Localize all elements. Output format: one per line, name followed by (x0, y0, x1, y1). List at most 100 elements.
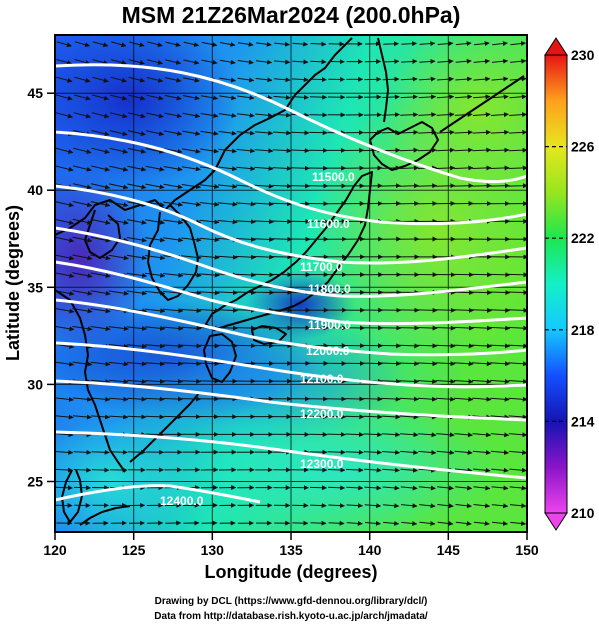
wind-vector-arrow (147, 41, 163, 48)
wind-vector-arrow (363, 396, 383, 402)
wind-vector-arrow (146, 77, 164, 83)
wind-vector-arrow (109, 396, 129, 402)
wind-vector-arrow (255, 112, 273, 118)
wind-vector-arrow (327, 449, 346, 455)
wind-vector-arrow (399, 147, 419, 153)
wind-vector-arrow (454, 396, 474, 402)
wind-vector-arrow (110, 76, 127, 83)
wind-vector-arrow (236, 112, 255, 118)
wind-vector-arrow (328, 485, 346, 491)
wind-vector-arrow (489, 343, 511, 349)
wind-vector-arrow (455, 485, 473, 491)
contour-label-11500: 11500.0 (312, 170, 355, 184)
wind-vector-arrow (126, 254, 147, 261)
wind-vector-arrow (217, 183, 238, 189)
wind-vector-arrow (182, 148, 201, 154)
wind-vector-arrow (218, 130, 237, 136)
wind-vector-arrow (454, 450, 473, 455)
wind-vector-arrow (235, 272, 257, 278)
wind-vector-arrow (491, 467, 509, 473)
wind-vector-arrow (181, 343, 202, 349)
wind-vector-arrow (509, 76, 527, 82)
wind-vector-arrow (235, 219, 256, 225)
coastline-hokkaido (369, 121, 439, 171)
wind-vector-arrow (181, 378, 202, 384)
wind-vector-arrow (418, 467, 437, 473)
wind-vector-arrow (55, 361, 75, 367)
wind-vector-arrow (510, 520, 527, 526)
wind-vector-arrow (472, 396, 492, 402)
wind-vector-arrow (217, 201, 238, 207)
wind-vector-arrow (435, 165, 456, 171)
wind-vector-arrow (473, 58, 490, 64)
wind-vector-arrow (219, 59, 236, 65)
wind-vector-arrow (292, 59, 309, 65)
wind-vector-arrow (200, 148, 219, 154)
wind-vector-arrow (382, 467, 400, 473)
wind-vector-arrow (417, 147, 437, 153)
wind-vector-arrow (490, 129, 510, 135)
wind-vector-arrow (253, 254, 275, 260)
wind-vector-arrow (254, 201, 274, 207)
wind-vector-arrow (273, 112, 292, 118)
wind-vector-arrow (146, 94, 164, 101)
wind-vector-arrow (508, 432, 527, 438)
wind-vector-arrow (401, 58, 418, 64)
y-tick-label-40: 40 (27, 182, 43, 198)
wind-vector-arrow (508, 379, 527, 384)
wind-vector-arrow (110, 94, 128, 101)
wind-vector-arrow (199, 219, 220, 225)
wind-vector-arrow (455, 41, 472, 47)
wind-vector-arrow (508, 183, 527, 189)
wind-vector-arrow (127, 130, 146, 137)
wind-vector-arrow (490, 165, 510, 171)
x-tick-label-150: 150 (515, 542, 539, 558)
wind-vector-arrow (126, 237, 147, 243)
wind-vector-arrow (235, 254, 257, 260)
wind-vector-arrow (490, 147, 510, 153)
cold-core-north (55, 35, 240, 190)
wind-vector-arrow (345, 432, 364, 438)
wind-vector-arrow (272, 148, 292, 154)
wind-vector-arrow (363, 449, 382, 455)
wind-vector-arrow (108, 219, 129, 225)
x-tick-label-140: 140 (358, 542, 382, 558)
contour-label-11800: 11800.0 (308, 282, 351, 296)
wind-vector-arrow (72, 414, 92, 420)
wind-vector-arrow (400, 112, 419, 118)
wind-vector-arrow (145, 378, 165, 384)
wind-vector-arrow (509, 450, 527, 456)
wind-vector-arrow (145, 414, 165, 420)
wind-vector-arrow (453, 379, 474, 384)
coastline-sakhalin (377, 37, 389, 123)
wind-vector-arrow (74, 59, 91, 65)
wind-vector-arrow (290, 148, 310, 154)
wind-vector-arrow (310, 77, 327, 83)
wind-vector-arrow (399, 165, 419, 171)
wind-vector-arrow (381, 183, 401, 189)
wind-vector-arrow (473, 467, 491, 473)
wind-vector-arrow (145, 431, 165, 437)
wind-vector-arrow (55, 165, 74, 172)
y-axis-label: Latitude (degrees) (3, 205, 23, 361)
wind-vector-arrow (182, 130, 201, 136)
wind-vector-arrow (291, 94, 309, 100)
wind-vector-arrow (473, 94, 491, 100)
wind-vector-arrow (72, 272, 93, 279)
wind-vector-arrow (55, 147, 74, 154)
wind-vector-arrow (164, 94, 182, 101)
wind-vector-arrow (165, 41, 181, 47)
wind-vector-arrow (419, 41, 436, 47)
wind-vector-arrow (272, 183, 292, 189)
wind-vector-arrow (455, 76, 473, 82)
wind-vector-arrow (72, 361, 93, 367)
wind-vector-arrow (72, 325, 93, 332)
wind-vector-arrow (345, 449, 364, 455)
wind-vector-arrow (108, 326, 129, 332)
wind-vector-arrow (218, 166, 238, 172)
wind-vector-arrow (417, 307, 438, 313)
wind-vector-arrow (109, 130, 128, 137)
contour-label-11700: 11700.0 (300, 260, 343, 274)
wind-vector-arrow (55, 485, 73, 491)
wind-vector-arrow (163, 361, 184, 367)
